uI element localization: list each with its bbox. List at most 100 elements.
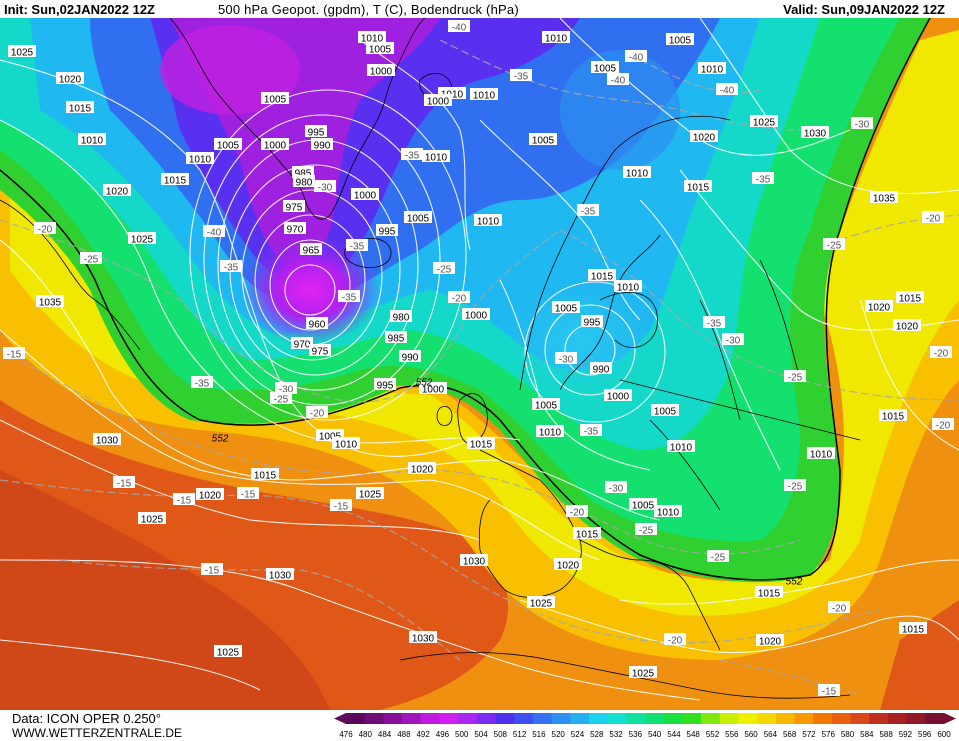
temperature-label-text: -40 [452,23,467,34]
pressure-label-text: 1010 [626,169,649,180]
temperature-label: -35 [510,69,532,83]
pressure-label: 1010 [698,62,726,76]
legend-tick-label: 572 [802,730,816,739]
pressure-label: 1015 [467,437,495,451]
temperature-label-text: -35 [514,72,529,83]
pressure-label-text: 1015 [758,589,781,600]
pressure-label-text: 1005 [217,141,240,152]
legend-swatch [495,713,515,724]
weather-map: 1025 1020 1015 1010 1010 1015 1020 1025 1035 1030… [0,18,959,710]
temperature-label-text: -25 [711,553,726,564]
pressure-label: 1010 [614,280,642,294]
legend-tick-label: 588 [879,730,893,739]
pressure-label: 1000 [419,382,447,396]
temperature-label: -30 [851,117,873,131]
pressure-label-text: 1000 [354,191,377,202]
pressure-label-text: 1030 [412,634,435,645]
pressure-label: 1000 [367,64,395,78]
pressure-label-text: 1005 [407,214,430,225]
pressure-label: 1010 [536,425,564,439]
pressure-label-text: 1000 [465,311,488,322]
pressure-label: 1030 [460,554,488,568]
pressure-label: 980 [390,310,412,324]
temperature-label-text: -25 [639,526,654,537]
pressure-label-text: 1020 [896,322,919,333]
pressure-label-text: 1010 [81,136,104,147]
legend-swatch [794,713,814,724]
temperature-label-text: -20 [668,636,683,647]
temperature-label: -25 [823,238,845,252]
isoline-label-text: 552 [416,378,433,389]
temperature-label-text: -30 [726,336,741,347]
data-source-label: Data: ICON OPER 0.250° [12,711,161,726]
pressure-label-text: 990 [314,141,331,152]
temperature-label-text: -40 [611,76,626,87]
legend-tick-label: 476 [339,730,353,739]
pressure-label-text: 1025 [217,648,240,659]
pressure-label-text: 1015 [254,471,277,482]
pressure-label: 985 [385,331,407,345]
legend-swatch [532,713,553,724]
deep-red-area [0,470,330,710]
pressure-label: 1010 [422,150,450,164]
legend-tick-label: 504 [474,730,488,739]
pressure-label: 1005 [404,211,432,225]
pressure-label-text: 1025 [141,515,164,526]
pressure-label-text: 995 [584,318,601,329]
coastlines [0,18,861,699]
pressure-label-text: 1010 [670,443,693,454]
temperature-label: -35 [191,376,213,390]
pressure-label-text: 990 [402,353,419,364]
temperature-label-text: -20 [926,214,941,225]
legend-swatch [420,713,440,724]
pressure-label: 1010 [542,31,570,45]
pressure-label: 1025 [356,487,384,501]
pressure-label: 1000 [424,94,452,108]
temperature-label-text: -15 [205,566,220,577]
temperature-label-text: -35 [581,207,596,218]
temperature-label: -20 [930,346,952,360]
pressure-label-text: 1005 [555,304,578,315]
temperature-label-text: -15 [241,490,256,501]
legend-tick-label: 564 [764,730,778,739]
pressure-label: 1005 [651,404,679,418]
pressure-label-text: 1025 [359,490,382,501]
temperature-label: -40 [625,50,647,64]
pressure-label: 1015 [755,586,783,600]
temperature-label-text: -30 [318,183,333,194]
pressure-label-text: 975 [286,203,303,214]
temperature-label-text: -25 [788,482,803,493]
pressure-label-text: 1030 [463,557,486,568]
temperature-label: -35 [577,204,599,218]
pressure-label: 1000 [261,138,289,152]
legend-swatch [383,713,403,724]
pressure-label: 1010 [78,133,106,147]
pressure-label-text: 1005 [632,501,655,512]
legend-swatch [850,713,870,724]
isoline-label-text: 552 [212,434,229,445]
pressure-label: 1015 [251,468,279,482]
temperature-label-text: -40 [629,53,644,64]
legend-tick-label: 584 [860,730,874,739]
isoline-label: 552 [416,378,433,389]
temperature-label-text: -20 [936,421,951,432]
pressure-label-text: 970 [294,340,311,351]
pressure-label-text: 1010 [477,217,500,228]
legend-swatch [906,713,926,724]
pressure-label-text: 1005 [319,432,342,443]
pressure-label: 1000 [462,308,490,322]
pressure-label-text: 1025 [753,118,776,129]
pressure-label: 1010 [332,437,360,451]
pressure-label-text: 995 [377,381,394,392]
temperature-label: -30 [275,382,297,396]
pressure-label: 995 [581,315,603,329]
temperature-label: -35 [703,316,725,330]
temperature-label-text: -25 [788,373,803,384]
pressure-label: 1020 [554,558,582,572]
temperature-label-text: -20 [832,604,847,615]
temperature-label: -35 [580,424,602,438]
pressure-label-text: 1015 [69,104,92,115]
temperature-label: -20 [448,291,470,305]
blue-scand-area [560,50,680,170]
temperature-label: -35 [338,290,360,304]
